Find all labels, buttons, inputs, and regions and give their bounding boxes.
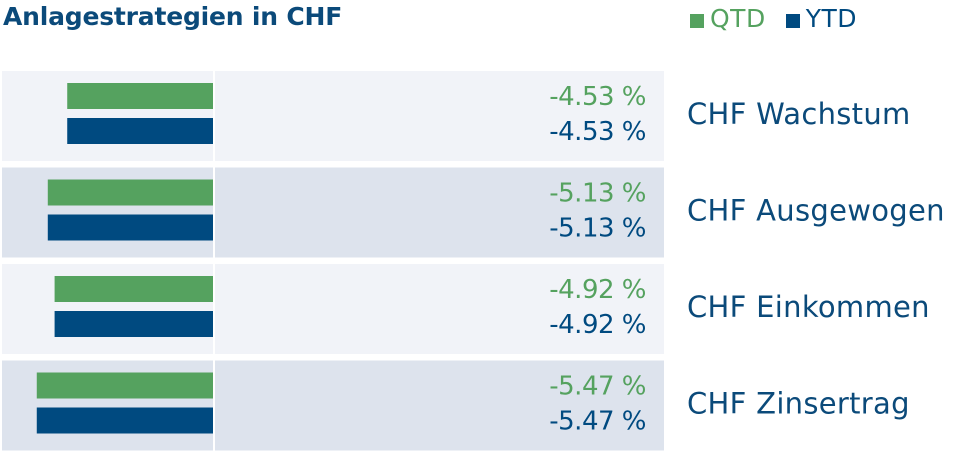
legend-swatch-ytd [785, 13, 800, 28]
value-label-qtd-chf-ausgewogen: -5.13 % [549, 179, 646, 209]
bar-ytd-chf-einkommen [54, 311, 215, 337]
category-label-chf-ausgewogen: CHF Ausgewogen [687, 194, 945, 228]
value-label-qtd-chf-zinsertrag: -5.47 % [549, 372, 646, 402]
bar-ytd-chf-zinsertrag [36, 407, 214, 434]
category-label-chf-zinsertrag: CHF Zinsertrag [687, 387, 910, 421]
bar-qtd-chf-ausgewogen [47, 179, 215, 206]
legend-item-ytd: YTD [785, 4, 857, 33]
value-label-ytd-chf-ausgewogen: -5.13 % [549, 214, 646, 244]
legend-swatch-qtd [690, 13, 704, 28]
value-label-ytd-chf-einkommen: -4.92 % [549, 310, 646, 340]
chart-title: Anlagestrategien in CHF [3, 2, 343, 31]
bar-ytd-chf-ausgewogen [47, 214, 215, 241]
legend-label-ytd: YTD [805, 4, 857, 33]
legend: QTD YTD [690, 4, 877, 33]
value-label-qtd-chf-wachstum: -4.53 % [549, 82, 646, 112]
legend-item-qtd: QTD [690, 4, 766, 33]
bar-qtd-chf-wachstum [67, 83, 214, 109]
value-label-ytd-chf-wachstum: -4.53 % [549, 117, 646, 147]
value-label-qtd-chf-einkommen: -4.92 % [549, 275, 646, 305]
category-label-chf-wachstum: CHF Wachstum [687, 97, 911, 131]
category-label-chf-einkommen: CHF Einkommen [687, 290, 930, 324]
bar-qtd-chf-zinsertrag [36, 372, 214, 399]
value-label-ytd-chf-zinsertrag: -5.47 % [549, 407, 646, 437]
legend-label-qtd: QTD [710, 4, 766, 33]
bar-ytd-chf-wachstum [67, 118, 214, 144]
bar-qtd-chf-einkommen [54, 276, 215, 302]
